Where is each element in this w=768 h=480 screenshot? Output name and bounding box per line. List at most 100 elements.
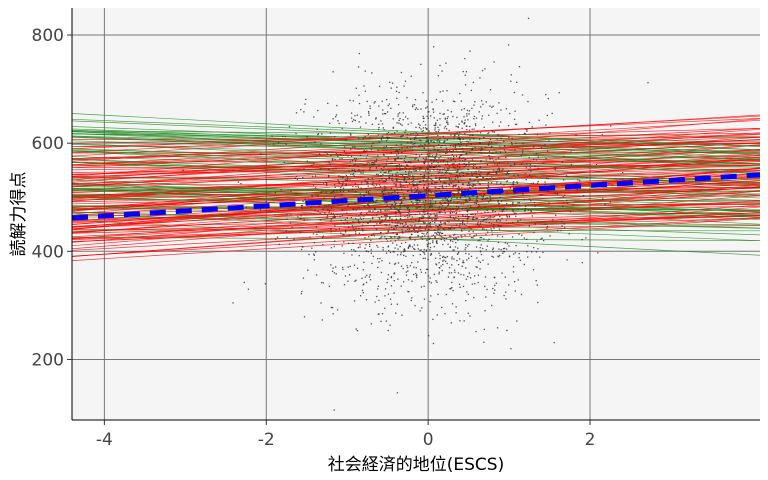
data-point	[492, 226, 494, 228]
data-point	[456, 187, 458, 190]
data-point	[380, 237, 382, 239]
data-point	[446, 255, 449, 258]
data-point	[439, 118, 441, 120]
data-point	[438, 157, 440, 159]
data-point	[350, 248, 353, 251]
data-point	[439, 112, 441, 115]
data-point	[431, 218, 433, 221]
data-point	[407, 174, 409, 176]
data-point	[324, 151, 326, 154]
data-point	[322, 282, 325, 284]
data-point	[436, 212, 438, 214]
data-point	[373, 185, 375, 187]
data-point	[276, 236, 279, 238]
data-point	[399, 185, 402, 188]
data-point	[350, 173, 352, 176]
data-point	[388, 176, 390, 178]
data-point	[453, 200, 455, 203]
data-point	[305, 98, 307, 101]
data-point	[445, 207, 447, 209]
data-point	[499, 196, 501, 199]
data-point	[355, 209, 357, 211]
data-point	[442, 135, 444, 138]
data-point	[458, 219, 460, 221]
data-point	[420, 144, 422, 146]
data-point	[495, 282, 498, 284]
data-point	[430, 115, 432, 117]
data-point	[491, 230, 493, 232]
data-point	[456, 171, 458, 173]
data-point	[512, 266, 515, 268]
data-point	[359, 193, 361, 195]
data-point	[449, 145, 452, 147]
data-point	[356, 330, 359, 332]
data-point	[437, 231, 440, 234]
data-point	[396, 167, 398, 169]
data-point	[417, 159, 419, 161]
data-point	[366, 274, 368, 277]
data-point	[390, 240, 392, 242]
data-point	[414, 213, 416, 216]
data-point	[513, 181, 515, 183]
data-point	[461, 189, 463, 192]
data-point	[486, 245, 488, 247]
data-point	[484, 276, 487, 278]
data-point	[451, 226, 453, 228]
data-point	[503, 184, 505, 186]
data-point	[470, 207, 472, 209]
data-point	[482, 195, 484, 198]
data-point	[445, 170, 448, 172]
data-point	[341, 157, 343, 160]
data-point	[316, 128, 318, 130]
data-point	[399, 207, 401, 209]
data-point	[408, 213, 410, 215]
data-point	[474, 164, 476, 166]
data-point	[477, 281, 479, 284]
data-point	[412, 175, 414, 177]
data-point	[479, 261, 482, 263]
data-point	[375, 160, 377, 162]
data-point	[389, 176, 391, 178]
data-point	[366, 100, 368, 103]
data-point	[362, 170, 364, 172]
data-point	[441, 70, 443, 72]
data-point	[436, 119, 439, 121]
data-point	[382, 194, 384, 196]
data-point	[445, 128, 448, 130]
data-point	[418, 228, 420, 231]
data-point	[450, 159, 452, 161]
data-point	[462, 160, 464, 162]
data-point	[394, 203, 396, 205]
data-point	[428, 150, 430, 152]
data-point	[496, 112, 498, 115]
data-point	[369, 166, 371, 169]
data-point	[347, 280, 349, 282]
data-point	[427, 155, 430, 157]
data-point	[397, 238, 400, 240]
data-point	[445, 260, 447, 263]
data-point	[498, 228, 501, 230]
data-point	[339, 190, 342, 193]
data-point	[374, 186, 377, 188]
data-point	[400, 202, 403, 205]
data-point	[407, 206, 409, 209]
data-point	[471, 159, 474, 161]
data-point	[508, 255, 511, 258]
data-point	[492, 216, 494, 219]
data-point	[444, 313, 446, 315]
data-point	[471, 128, 473, 130]
data-point	[400, 199, 402, 201]
data-point	[489, 138, 492, 140]
data-point	[450, 134, 452, 136]
data-point	[430, 166, 432, 169]
data-point	[416, 231, 418, 234]
data-point	[497, 255, 499, 257]
data-point	[508, 284, 510, 286]
data-point	[420, 167, 422, 169]
data-point	[344, 275, 347, 277]
data-point	[378, 238, 380, 240]
data-point	[622, 171, 624, 174]
data-point	[416, 244, 419, 246]
y-tick-label: 800	[32, 26, 64, 46]
data-point	[322, 208, 324, 210]
